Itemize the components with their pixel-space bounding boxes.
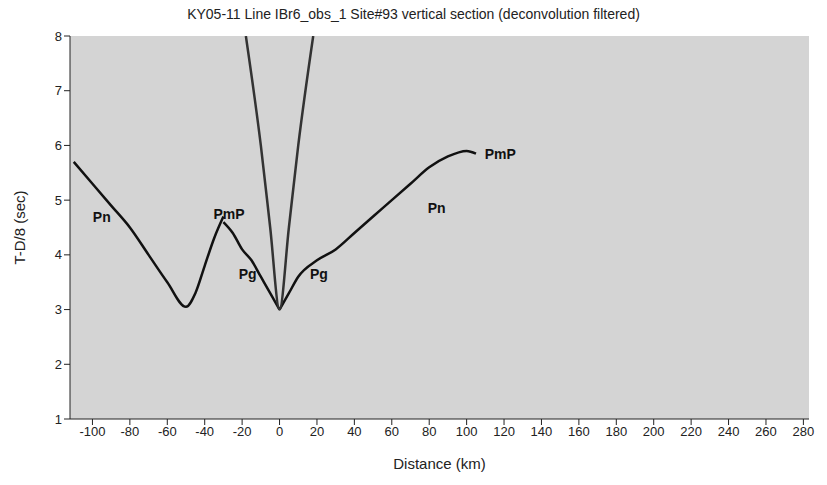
svg-text:-20: -20: [233, 424, 252, 439]
svg-text:-60: -60: [158, 424, 177, 439]
svg-text:Pg: Pg: [310, 266, 328, 282]
svg-text:Distance (km): Distance (km): [393, 455, 486, 472]
svg-text:160: 160: [568, 424, 590, 439]
svg-text:0: 0: [276, 424, 283, 439]
svg-text:120: 120: [493, 424, 515, 439]
svg-text:-40: -40: [195, 424, 214, 439]
svg-text:4: 4: [55, 247, 62, 262]
svg-text:7: 7: [55, 83, 62, 98]
svg-text:180: 180: [605, 424, 627, 439]
svg-text:-80: -80: [120, 424, 139, 439]
svg-text:1: 1: [55, 412, 62, 427]
svg-text:20: 20: [310, 424, 324, 439]
svg-text:-100: -100: [79, 424, 105, 439]
svg-text:280: 280: [793, 424, 815, 439]
svg-text:100: 100: [456, 424, 478, 439]
svg-text:8: 8: [55, 29, 62, 44]
svg-text:140: 140: [531, 424, 553, 439]
svg-text:200: 200: [643, 424, 665, 439]
svg-text:40: 40: [347, 424, 361, 439]
svg-text:80: 80: [422, 424, 436, 439]
svg-text:PmP: PmP: [485, 146, 516, 162]
svg-text:Pn: Pn: [93, 209, 111, 225]
svg-text:2: 2: [55, 357, 62, 372]
svg-text:Pn: Pn: [428, 200, 446, 216]
svg-text:5: 5: [55, 193, 62, 208]
svg-text:T-D/8 (sec): T-D/8 (sec): [11, 190, 28, 264]
svg-text:240: 240: [718, 424, 740, 439]
svg-text:3: 3: [55, 302, 62, 317]
svg-text:PmP: PmP: [213, 206, 244, 222]
svg-text:260: 260: [755, 424, 777, 439]
svg-text:6: 6: [55, 138, 62, 153]
html-text:KY05-11 Line IBr6_obs_1 Site#9: KY05-11 Line IBr6_obs_1 Site#93 vertical…: [187, 6, 640, 22]
svg-text:Pg: Pg: [239, 266, 257, 282]
svg-text:60: 60: [385, 424, 399, 439]
svg-text:220: 220: [680, 424, 702, 439]
